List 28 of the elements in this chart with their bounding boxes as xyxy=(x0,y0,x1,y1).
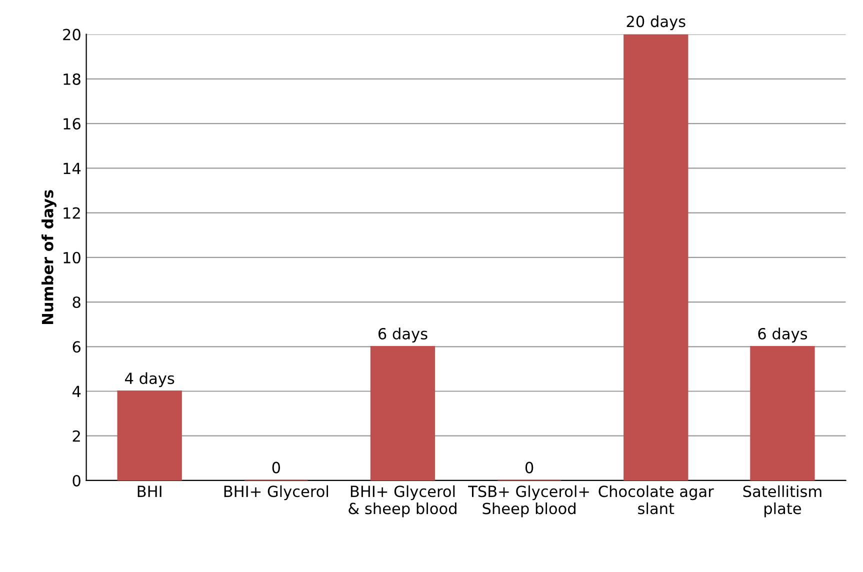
x-tick-label: Satellitism plate xyxy=(743,485,822,518)
data-label: 6 days xyxy=(378,328,428,342)
data-label: 0 xyxy=(272,462,280,474)
x-tick-label: Chocolate agar slant xyxy=(598,485,714,514)
y-axis-title: Number of days xyxy=(42,190,56,324)
y-tick-label: 20 xyxy=(63,28,80,40)
data-label: 6 days xyxy=(758,328,808,342)
bar xyxy=(370,346,436,480)
y-tick-label: 10 xyxy=(64,252,80,264)
bar xyxy=(117,390,182,480)
data-label: 4 days xyxy=(125,372,174,388)
x-tick-label: TSB+ Glycerol+ Sheep blood xyxy=(468,485,589,518)
data-label: 0 xyxy=(525,462,534,474)
y-tick-label: 16 xyxy=(64,118,80,130)
y-tick-label: 4 xyxy=(72,386,81,398)
y-tick-label: 0 xyxy=(72,474,80,486)
y-tick-label: 2 xyxy=(72,430,80,442)
y-tick-label: 6 xyxy=(72,341,80,353)
bar xyxy=(624,34,688,480)
x-tick-label: BHI xyxy=(138,486,162,497)
y-tick-label: 8 xyxy=(72,296,80,308)
y-tick-label: 14 xyxy=(64,162,81,174)
data-label: 20 days xyxy=(626,15,686,30)
x-tick-label: BHI+ Glycerol xyxy=(224,485,328,500)
x-tick-label: BHI+ Glycerol & sheep blood xyxy=(348,485,456,518)
bar xyxy=(750,346,815,480)
y-tick-label: 12 xyxy=(64,207,80,219)
y-tick-label: 18 xyxy=(64,73,80,85)
